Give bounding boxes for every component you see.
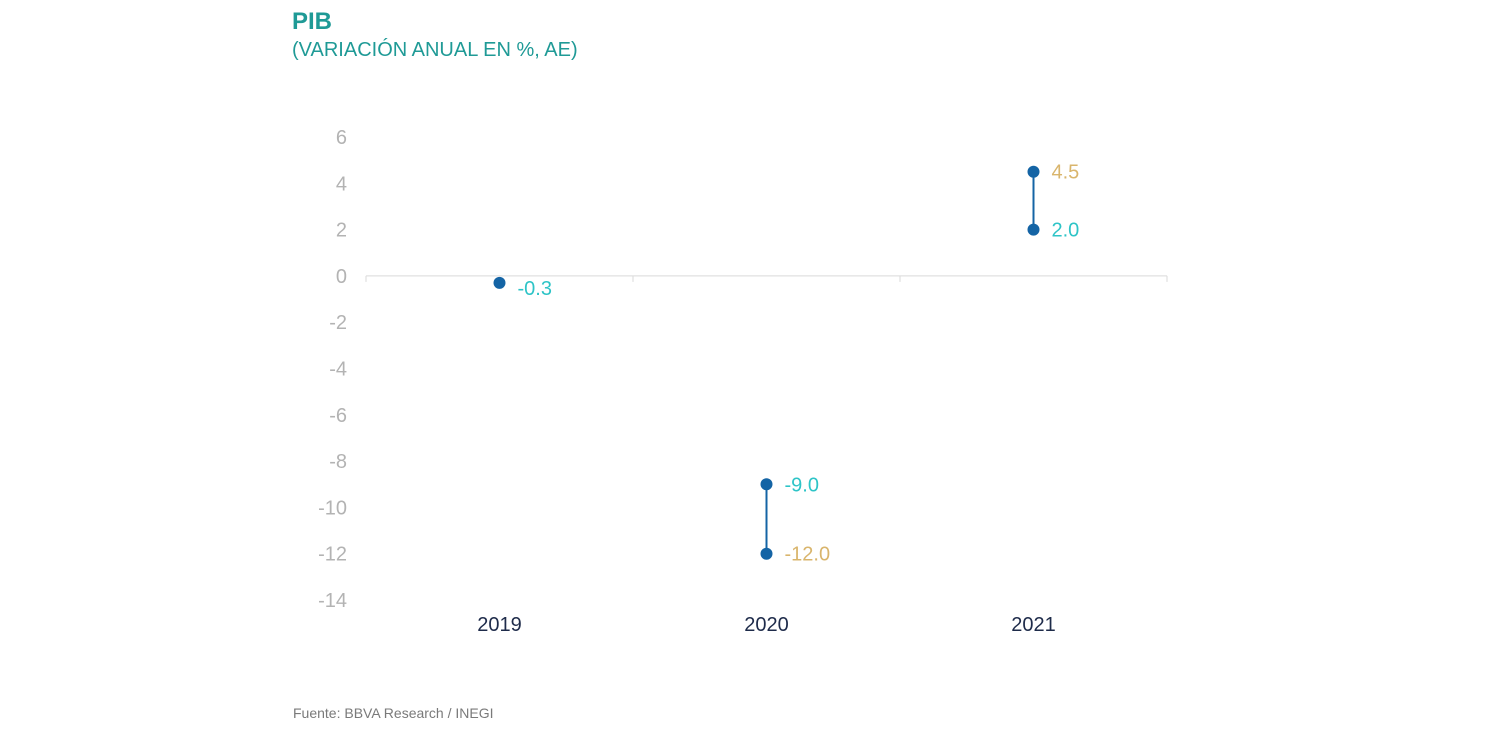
data-point: [760, 478, 773, 491]
x-tick-label: 2019: [477, 614, 522, 636]
data-point: [1027, 165, 1040, 178]
y-tick-label: -6: [329, 405, 347, 427]
chart-title: PIB: [292, 8, 333, 35]
y-tick-label: 6: [336, 127, 347, 149]
data-label: -0.3: [518, 278, 552, 300]
y-tick-label: -12: [318, 544, 347, 566]
y-tick-label: -8: [329, 451, 347, 473]
data-point: [493, 276, 506, 289]
y-tick-label: -10: [318, 497, 347, 519]
data-label: -12.0: [785, 544, 831, 566]
y-tick-label: -2: [329, 312, 347, 334]
y-tick-label: -14: [318, 590, 347, 612]
data-label: 2.0: [1052, 220, 1080, 242]
data-point: [760, 547, 773, 560]
chart-source: Fuente: BBVA Research / INEGI: [293, 705, 494, 721]
chart-subtitle: (VARIACIÓN ANUAL EN %, AE): [292, 39, 578, 61]
x-tick-label: 2020: [744, 614, 789, 636]
y-tick-label: -4: [329, 359, 347, 381]
data-point: [1027, 223, 1040, 236]
x-tick-label: 2021: [1011, 614, 1056, 636]
data-label: 4.5: [1052, 162, 1080, 184]
y-tick-label: 0: [336, 266, 347, 288]
data-label: -9.0: [785, 474, 819, 496]
y-tick-label: 4: [336, 173, 347, 195]
y-tick-label: 2: [336, 220, 347, 242]
